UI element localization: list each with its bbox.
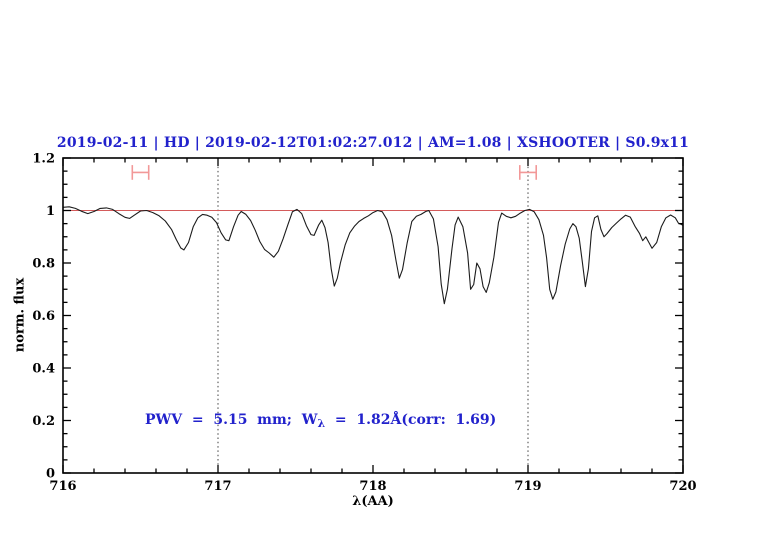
x-tick-label-719: 719 bbox=[514, 479, 541, 494]
pwv-annotation-text: PWV = 5.15 mm; W bbox=[145, 412, 318, 428]
pwv-annotation-value-text: = 1.82Å(corr: 1.69) bbox=[325, 412, 497, 428]
pwv-annotation-lambda-subscript: λ bbox=[317, 417, 326, 430]
y-tick-label-0: 0 bbox=[46, 467, 55, 482]
plot-title: 2019-02-11 | HD | 2019-02-12T01:02:27.01… bbox=[56, 135, 690, 151]
x-tick-label-717: 717 bbox=[204, 479, 231, 494]
y-axis-label: norm. flux bbox=[12, 277, 28, 353]
x-axis-label: λ(AA) bbox=[352, 494, 394, 509]
x-tick-label-718: 718 bbox=[359, 479, 386, 494]
y-tick-label-0.8: 0.8 bbox=[32, 257, 55, 272]
x-tick-label-716: 716 bbox=[49, 479, 76, 494]
y-tick-label-0.2: 0.2 bbox=[32, 414, 55, 429]
pwv-annotation: PWV = 5.15 mm; Wλ = 1.82Å(corr: 1.69) bbox=[145, 412, 497, 430]
x-tick-label-720: 720 bbox=[669, 479, 696, 494]
y-tick-label-0.6: 0.6 bbox=[32, 309, 55, 324]
y-tick-label-1.2: 1.2 bbox=[32, 152, 55, 167]
y-tick-label-0.4: 0.4 bbox=[32, 362, 55, 377]
y-tick-label-1: 1 bbox=[46, 204, 55, 219]
spectrum-curve bbox=[62, 206, 684, 305]
